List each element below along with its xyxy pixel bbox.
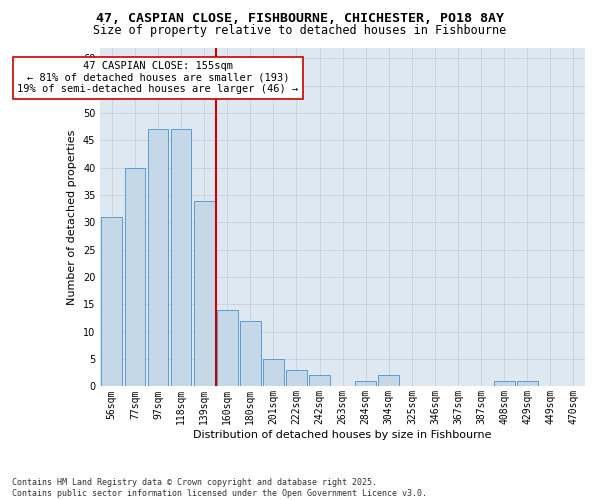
Bar (379, 376, 399, 386)
Y-axis label: Number of detached properties: Number of detached properties (67, 130, 77, 304)
Bar (217, 310, 238, 386)
Bar (170, 130, 191, 386)
Text: Contains HM Land Registry data © Crown copyright and database right 2025.
Contai: Contains HM Land Registry data © Crown c… (12, 478, 427, 498)
Bar (309, 376, 330, 386)
Bar (194, 200, 215, 386)
Bar (355, 381, 376, 386)
Bar (286, 370, 307, 386)
Text: Size of property relative to detached houses in Fishbourne: Size of property relative to detached ho… (94, 24, 506, 37)
Bar (263, 359, 284, 386)
Bar (240, 321, 260, 386)
Text: 47, CASPIAN CLOSE, FISHBOURNE, CHICHESTER, PO18 8AY: 47, CASPIAN CLOSE, FISHBOURNE, CHICHESTE… (96, 12, 504, 26)
Text: 47 CASPIAN CLOSE: 155sqm
← 81% of detached houses are smaller (193)
19% of semi-: 47 CASPIAN CLOSE: 155sqm ← 81% of detach… (17, 61, 299, 94)
X-axis label: Distribution of detached houses by size in Fishbourne: Distribution of detached houses by size … (193, 430, 492, 440)
Bar (125, 168, 145, 386)
Bar (101, 217, 122, 386)
Bar (148, 130, 169, 386)
Bar (517, 381, 538, 386)
Bar (494, 381, 515, 386)
